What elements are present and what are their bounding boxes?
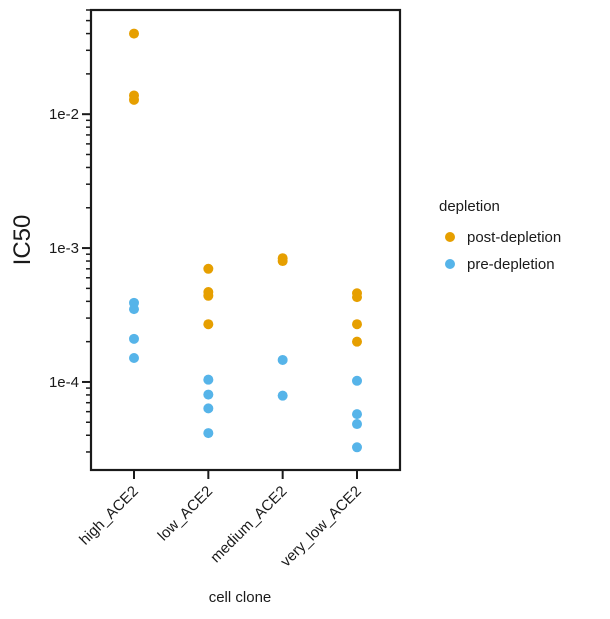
data-point: [203, 403, 214, 414]
data-point: [277, 256, 288, 267]
data-point: [352, 292, 362, 303]
y-axis: 1e-4 1e-3 1e-2: [49, 9, 91, 453]
legend-marker: [445, 259, 455, 269]
legend-marker: [445, 232, 455, 242]
x-tick-label: high_ACE2: [76, 483, 142, 549]
plot-frame: [89, 8, 402, 472]
data-point: [352, 319, 362, 330]
y-axis-title: IC50: [9, 215, 36, 266]
x-tick-label: low_ACE2: [155, 483, 217, 545]
data-point: [129, 352, 139, 363]
y-tick-label: 1e-2: [49, 106, 79, 123]
data-point: [129, 304, 139, 315]
legend-title: depletion: [439, 198, 500, 215]
y-tick-label: 1e-4: [49, 374, 79, 391]
data-point: [203, 319, 214, 330]
data-point: [352, 336, 362, 347]
x-tick-label: very_low_ACE2: [277, 483, 364, 570]
data-point: [203, 263, 214, 274]
data-point: [129, 94, 139, 105]
x-tick-label: medium_ACE2: [207, 483, 290, 566]
data-point: [203, 389, 214, 400]
data-point: [203, 374, 214, 385]
legend: depletion post-depletion pre-depletion: [439, 198, 561, 273]
plot-area: [89, 8, 402, 472]
data-points: [129, 28, 362, 453]
data-point: [203, 290, 214, 301]
x-axis-title: cell clone: [209, 589, 272, 606]
x-axis: high_ACE2 low_ACE2medium_ACE2very_low_ACE…: [76, 470, 365, 570]
data-point: [129, 333, 139, 344]
y-tick-label: 1e-3: [49, 240, 79, 257]
data-point: [277, 354, 288, 365]
data-point: [352, 409, 362, 420]
data-point: [129, 28, 139, 39]
legend-label: post-depletion: [467, 229, 561, 246]
legend-label: pre-depletion: [467, 256, 555, 273]
data-point: [352, 375, 362, 386]
data-point: [277, 390, 288, 401]
data-point: [203, 428, 214, 439]
data-point: [352, 419, 362, 430]
data-point: [352, 442, 362, 453]
